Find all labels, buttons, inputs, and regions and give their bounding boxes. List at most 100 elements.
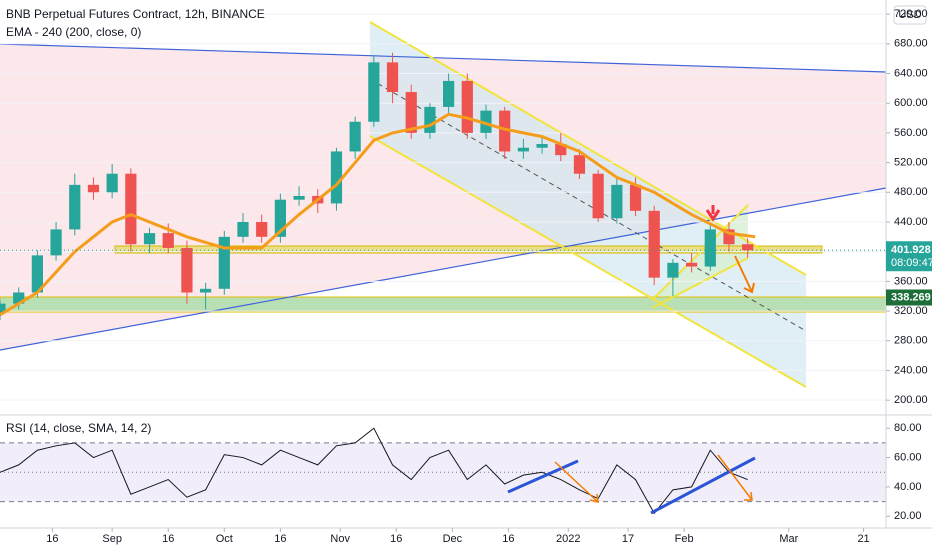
x-tick-label: 16 bbox=[502, 533, 514, 545]
last-price-label: 401.928 bbox=[891, 244, 931, 256]
y-tick-label: 280.00 bbox=[894, 335, 928, 347]
y-tick-label: 640.00 bbox=[894, 67, 928, 79]
small-channel-line bbox=[651, 257, 749, 309]
candle-body bbox=[87, 184, 100, 193]
rsi-arrow bbox=[554, 461, 599, 503]
small-channel-line bbox=[651, 204, 749, 301]
legend-entry: EMA - 240 (200, close, 0) bbox=[6, 25, 141, 39]
y-tick-label: 680.00 bbox=[894, 38, 928, 50]
y-tick-label: 40.00 bbox=[894, 481, 922, 493]
x-tick-label: Mar bbox=[779, 533, 798, 545]
y-tick-label: 360.00 bbox=[894, 275, 928, 287]
candle-body bbox=[50, 229, 62, 256]
rsi-trend-line bbox=[507, 459, 579, 494]
x-tick-label: 16 bbox=[390, 533, 402, 545]
candle-body bbox=[368, 62, 380, 122]
x-tick-label: 16 bbox=[46, 533, 58, 545]
candle-body bbox=[69, 184, 81, 230]
candle-body bbox=[13, 292, 25, 304]
candle-body bbox=[573, 155, 586, 174]
y-tick-label: 200.00 bbox=[894, 394, 928, 406]
x-tick-label: Oct bbox=[216, 533, 233, 545]
candle-body bbox=[330, 151, 343, 204]
x-tick-label: 2022 bbox=[556, 533, 580, 545]
candle-body bbox=[181, 247, 193, 293]
overlay bbox=[0, 0, 932, 529]
last-price-badge bbox=[886, 241, 932, 272]
candle-body bbox=[218, 236, 230, 289]
y-tick-label: 60.00 bbox=[894, 451, 922, 463]
candle-body bbox=[667, 262, 679, 278]
y-tick-label: 720.00 bbox=[894, 8, 928, 20]
candle-body bbox=[685, 262, 698, 267]
down-arrow bbox=[705, 205, 721, 222]
candle-body bbox=[0, 303, 6, 313]
rsi-arrow bbox=[717, 454, 753, 501]
candle-body bbox=[629, 184, 642, 211]
x-tick-label: 16 bbox=[162, 533, 174, 545]
price-layer bbox=[0, 13, 886, 401]
candle-body bbox=[125, 173, 137, 245]
candle-body bbox=[349, 121, 361, 152]
x-tick-label: Sep bbox=[102, 533, 122, 545]
candle-body bbox=[499, 110, 511, 152]
channel-fill bbox=[370, 22, 806, 387]
chart-title: BNB Perpetual Futures Contract, 12h, BIN… bbox=[6, 7, 265, 21]
candle-body bbox=[480, 110, 492, 133]
candle-body bbox=[704, 229, 716, 267]
y-tick-label: 600.00 bbox=[894, 97, 928, 109]
x-tick-label: 21 bbox=[857, 533, 869, 545]
candle-body bbox=[237, 221, 249, 237]
y-tick-label: 520.00 bbox=[894, 156, 928, 168]
candle-body bbox=[293, 195, 305, 200]
candle-body bbox=[461, 80, 473, 133]
ema-line bbox=[0, 112, 756, 317]
y-tick-label: 560.00 bbox=[894, 127, 928, 139]
candle-body bbox=[592, 173, 604, 219]
resistance-zone bbox=[114, 245, 823, 254]
candle-body bbox=[274, 199, 286, 237]
channel-mid bbox=[369, 78, 807, 332]
candle-body bbox=[536, 144, 548, 148]
candle-body bbox=[162, 233, 174, 248]
candle-body bbox=[611, 184, 623, 219]
unit-label[interactable]: USD bbox=[898, 9, 921, 21]
x-tick-label: Feb bbox=[675, 533, 694, 545]
candle-body bbox=[405, 92, 417, 133]
marked-price-label: 338.269 bbox=[891, 291, 931, 303]
candle-body bbox=[443, 80, 455, 107]
y-tick-label: 20.00 bbox=[894, 510, 922, 522]
y-tick-label: 320.00 bbox=[894, 305, 928, 317]
candle-body bbox=[386, 62, 399, 93]
candle-body bbox=[31, 255, 43, 293]
candle-body bbox=[555, 144, 567, 156]
candle-body bbox=[742, 244, 754, 251]
candle-body bbox=[723, 229, 735, 245]
trend-line bbox=[0, 43, 887, 73]
x-tick-label: 17 bbox=[622, 533, 634, 545]
x-tick-label: Nov bbox=[330, 533, 350, 545]
candle-body bbox=[256, 221, 268, 237]
y-tick-label: 80.00 bbox=[894, 422, 922, 434]
channel-line bbox=[369, 135, 807, 388]
y-tick-label: 480.00 bbox=[894, 186, 928, 198]
support-zone bbox=[0, 296, 887, 313]
candle-body bbox=[648, 210, 660, 278]
projection-arrow bbox=[734, 255, 755, 294]
candle-body bbox=[517, 147, 529, 152]
candle-body bbox=[143, 233, 156, 245]
rsi-pane bbox=[0, 427, 886, 515]
unit-badge[interactable] bbox=[893, 5, 927, 25]
countdown-label: 08:09:47 bbox=[891, 257, 932, 269]
rsi-title: RSI (14, close, SMA, 14, 2) bbox=[6, 421, 151, 435]
y-tick-label: 440.00 bbox=[894, 216, 928, 228]
rsi-line bbox=[0, 427, 748, 515]
candle-body bbox=[424, 106, 436, 133]
x-tick-label: Dec bbox=[443, 533, 463, 545]
rsi-trend-line bbox=[650, 456, 756, 515]
y-tick-label: 240.00 bbox=[894, 364, 928, 376]
candle-body bbox=[200, 288, 212, 293]
marked-price-badge bbox=[886, 289, 932, 306]
x-tick-label: 16 bbox=[274, 533, 286, 545]
